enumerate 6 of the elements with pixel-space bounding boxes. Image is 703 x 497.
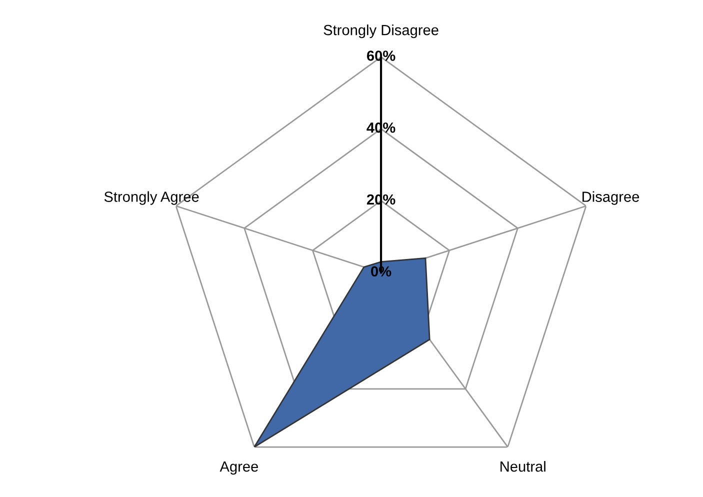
spoke-label: Disagree [582,191,640,205]
spoke-label: Neutral [500,461,546,472]
spoke-label: Strongly Disagree [324,24,438,38]
spoke-label: Strongly Agree [104,191,199,205]
y-tick-label: 60% [366,50,396,61]
spoke-label: Agree [220,462,258,475]
